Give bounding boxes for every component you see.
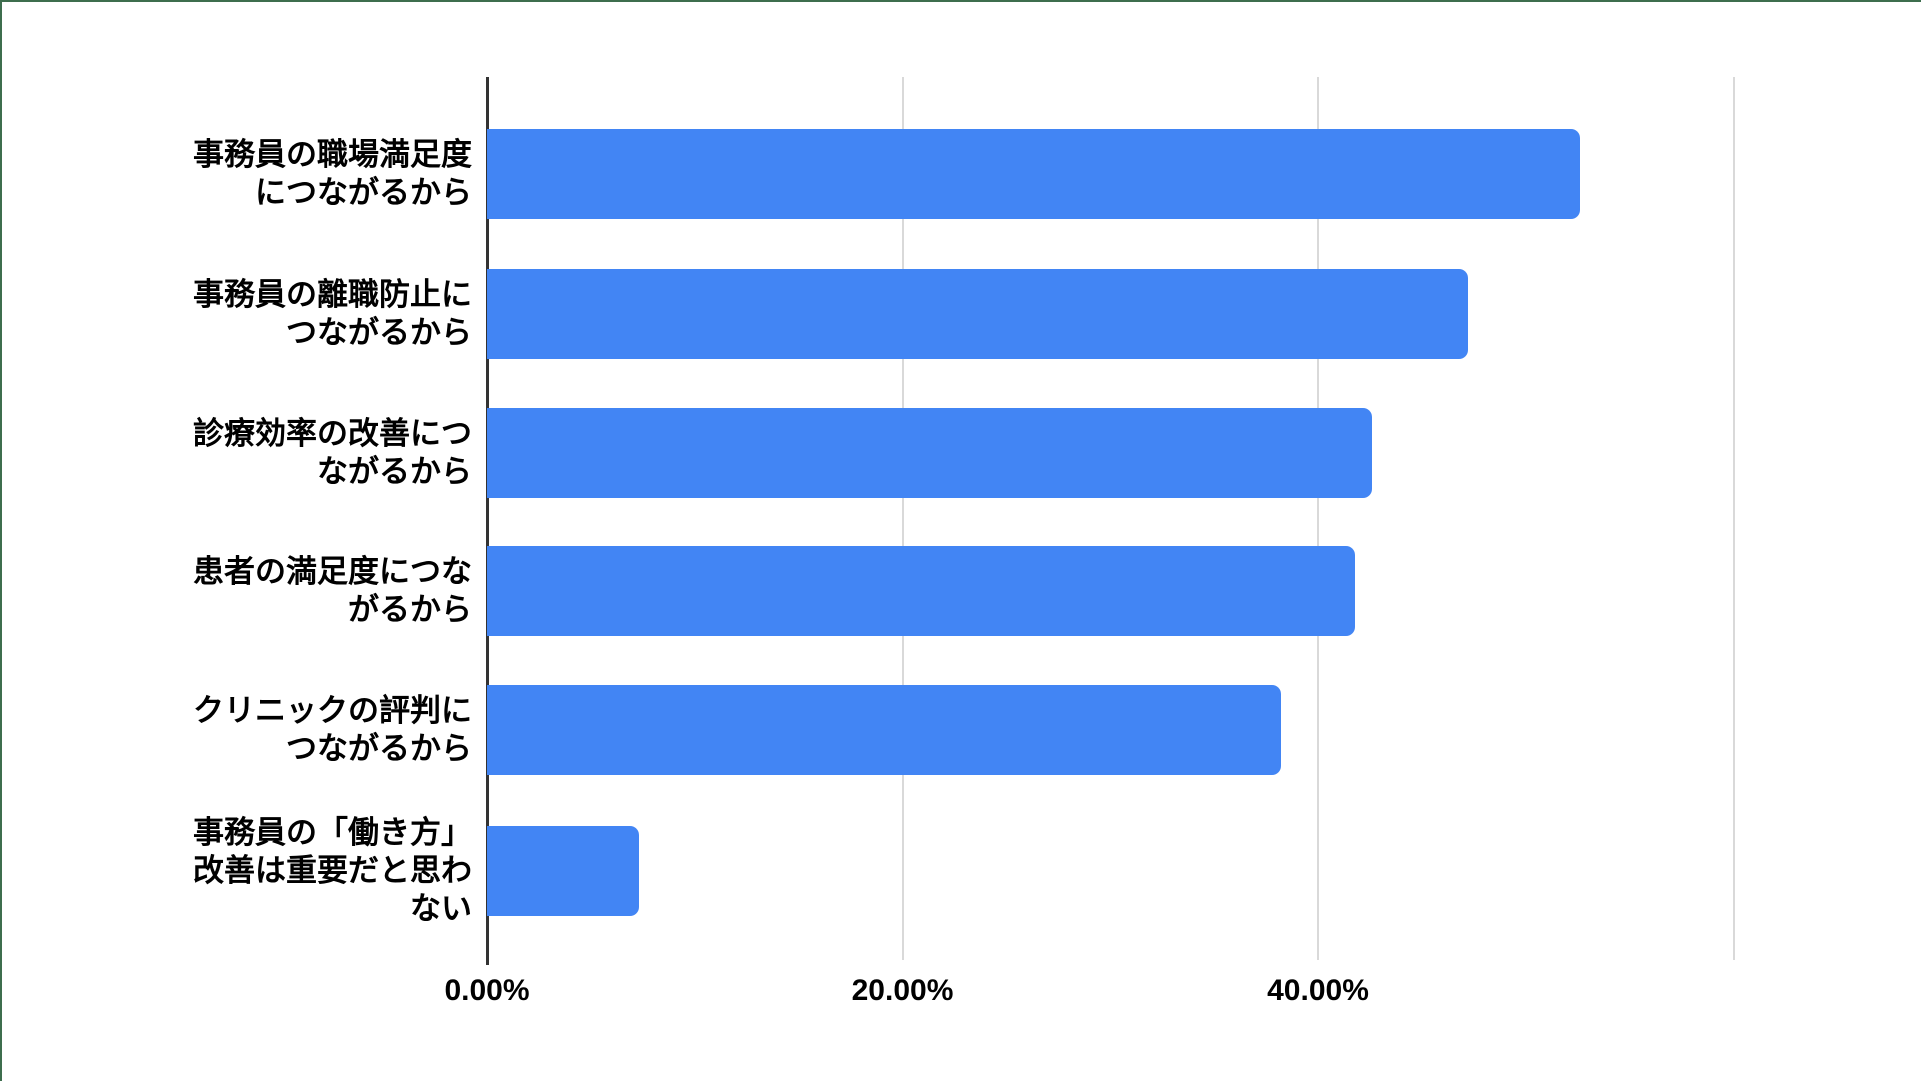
category-label: 患者の満足度につな がるから	[193, 554, 472, 627]
y-axis-line	[485, 77, 489, 965]
x-tick-label: 20.00%	[851, 974, 954, 1007]
x-tick-label: 0.00%	[444, 974, 530, 1007]
bar	[487, 129, 1580, 219]
bar	[487, 408, 1372, 498]
category-label: 事務員の離職防止に つながるから	[193, 277, 472, 350]
bar	[487, 826, 639, 916]
bar	[487, 269, 1468, 359]
category-label: クリニックの評判に つながるから	[193, 693, 472, 766]
x-gridline	[1317, 77, 1319, 960]
bar	[487, 685, 1281, 775]
x-gridline	[1732, 77, 1735, 960]
x-gridline	[901, 77, 904, 960]
x-tick-label: 40.00%	[1267, 974, 1369, 1007]
category-label: 診療効率の改善につ ながるから	[193, 416, 472, 489]
bar	[487, 546, 1356, 636]
category-label: 事務員の「働き方」 改善は重要だと思わ ない	[193, 815, 472, 926]
category-label: 事務員の職場満足度 につながるから	[193, 137, 472, 210]
